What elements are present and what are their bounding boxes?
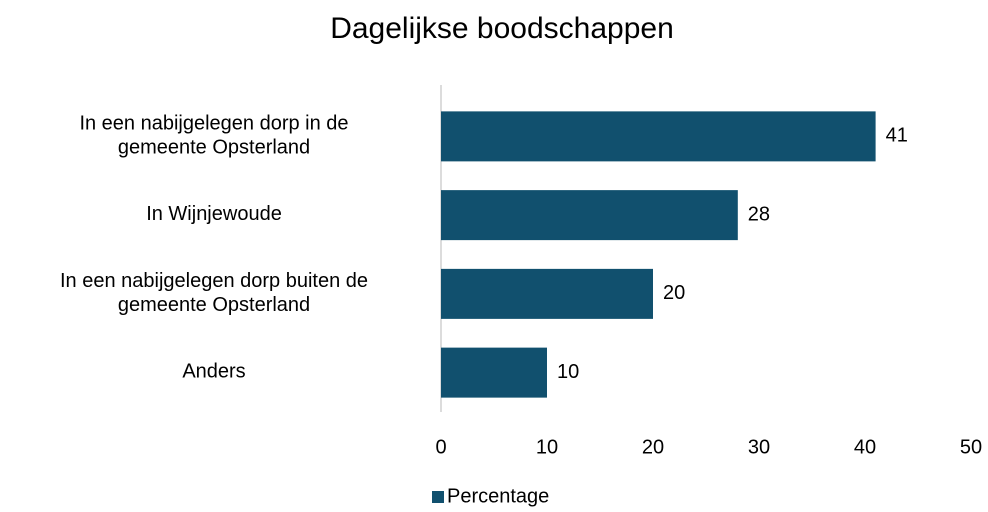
data-label: 41 [886,125,908,147]
x-tick-label: 50 [960,436,982,458]
bar [441,347,547,398]
x-tick-label: 20 [642,436,664,458]
bar [441,268,653,319]
x-tick-label: 0 [435,436,446,458]
x-tick-label: 40 [854,436,876,458]
y-tick-label: Anders [182,361,245,383]
y-tick-label: In een nabijgelegen dorp in de gemeente O… [79,113,348,159]
bar [441,111,876,162]
bar [441,190,738,241]
data-label: 10 [557,361,579,383]
data-label: 28 [748,203,770,225]
legend-swatch [432,491,444,503]
x-tick-label: 30 [748,436,770,458]
y-tick-label: In Wijnjewoude [146,203,282,225]
y-tick-label: In een nabijgelegen dorp buiten de gemeen… [60,270,368,316]
legend-label: Percentage [447,485,549,507]
chart-title: Dagelijkse boodschappen [330,12,674,45]
data-label: 20 [663,282,685,304]
x-tick-label: 10 [536,436,558,458]
